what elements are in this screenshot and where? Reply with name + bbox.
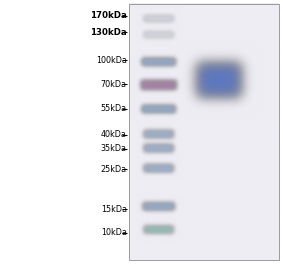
Text: 130kDa: 130kDa	[90, 28, 127, 37]
Text: 70kDa: 70kDa	[101, 80, 127, 89]
Text: 35kDa: 35kDa	[101, 144, 127, 153]
Text: 100kDa: 100kDa	[96, 56, 127, 65]
Text: 25kDa: 25kDa	[101, 165, 127, 174]
Text: 55kDa: 55kDa	[101, 104, 127, 113]
Text: 170kDa: 170kDa	[90, 11, 127, 20]
Bar	[129, 4, 279, 260]
Text: 40kDa: 40kDa	[101, 130, 127, 139]
Text: 10kDa: 10kDa	[101, 228, 127, 237]
Text: 15kDa: 15kDa	[101, 205, 127, 214]
